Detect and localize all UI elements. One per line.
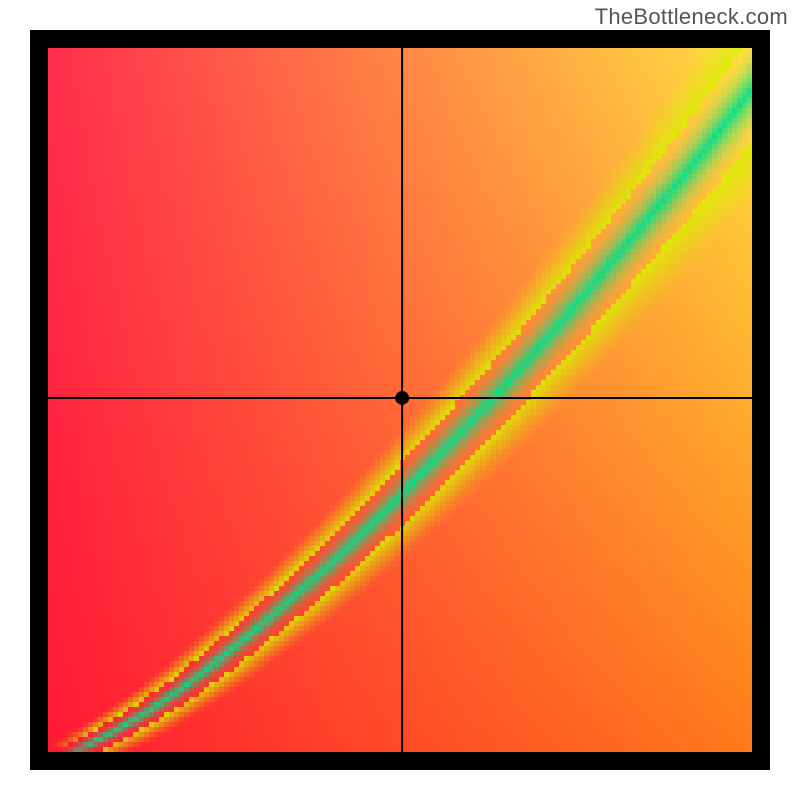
plot-frame	[30, 30, 770, 770]
watermark-label: TheBottleneck.com	[595, 4, 788, 30]
heatmap-canvas	[48, 48, 752, 752]
